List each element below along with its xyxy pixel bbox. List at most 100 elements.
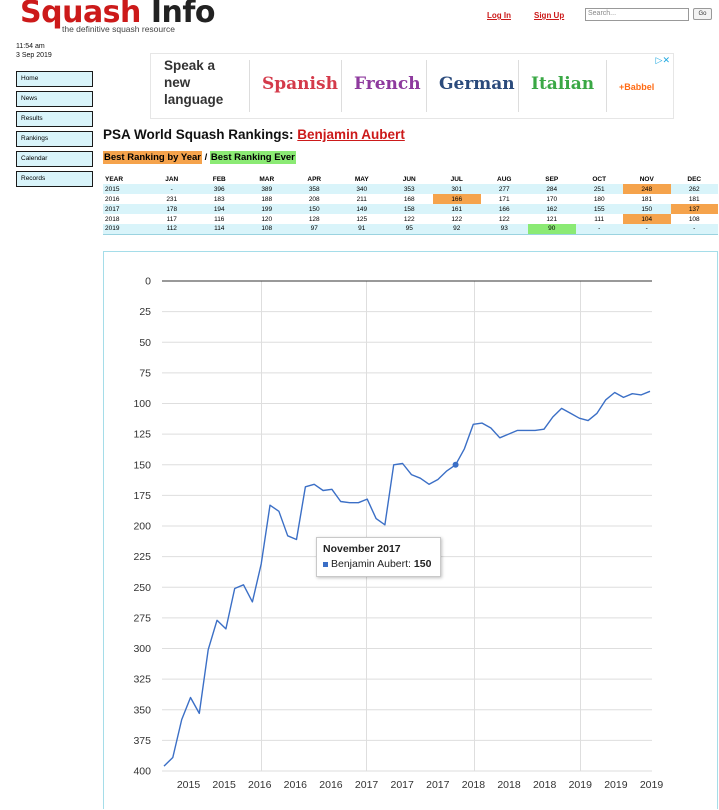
- table-cell-rank: 150: [623, 204, 671, 214]
- table-cell-rank: 91: [338, 224, 386, 235]
- y-tick-label: 100: [133, 398, 151, 410]
- table-header-nov: NOV: [639, 175, 654, 183]
- player-link[interactable]: Benjamin Aubert: [297, 127, 405, 142]
- table-row: 2015-396 389 358 340 353 301 277 284 251 248 262: [103, 184, 718, 194]
- table-cell-rank: 284: [528, 184, 576, 194]
- y-tick-label: 125: [133, 429, 151, 441]
- clock-time: 11:54 am: [16, 43, 45, 50]
- table-header-may: MAY: [354, 175, 369, 183]
- table-cell-rank: 199: [243, 204, 291, 214]
- tooltip-value: 150: [413, 558, 432, 570]
- table-cell-rank: 161: [433, 204, 481, 214]
- table-header-dec: DEC: [687, 175, 702, 183]
- sidebar-item-results[interactable]: Results: [16, 111, 93, 127]
- table-cell-rank: 168: [403, 195, 415, 203]
- table-cell-rank: -: [575, 224, 623, 235]
- legend-separator: /: [204, 152, 208, 163]
- y-tick-label: 250: [133, 582, 151, 594]
- table-cell-rank: 389: [243, 184, 291, 194]
- table-cell-rank: 396: [195, 184, 243, 194]
- tooltip-row: Benjamin Aubert: 150: [323, 558, 431, 570]
- go-button[interactable]: Go: [693, 8, 712, 20]
- table-cell-rank: 358: [290, 184, 338, 194]
- login-link[interactable]: Log In: [487, 11, 511, 20]
- table-cell-rank: 251: [575, 184, 623, 194]
- x-tick-label: 2017: [391, 779, 415, 791]
- x-tick-label: 2019: [569, 779, 593, 791]
- page-title: PSA World Squash Rankings: Benjamin Aube…: [103, 127, 405, 142]
- table-cell-rank: 93: [480, 224, 528, 235]
- table-cell-rank: 301: [433, 184, 481, 194]
- ranking-legend: Best Ranking by Year / Best Ranking Ever: [103, 151, 296, 164]
- ranking-line-chart: 0 25 50 75 100 125 150 175 200 225 250 275 300 325 350…: [133, 276, 663, 792]
- sidebar-item-calendar[interactable]: Calendar: [16, 151, 93, 167]
- sidebar-item-rankings[interactable]: Rankings: [16, 131, 93, 147]
- table-cell-rank: 166: [480, 204, 528, 214]
- search-input[interactable]: Search...: [585, 8, 689, 21]
- ad-divider: [426, 60, 427, 112]
- table-cell-rank: 122: [451, 215, 463, 223]
- table-cell-year: 2017: [103, 204, 148, 214]
- table-cell-year: 2016: [105, 195, 120, 203]
- y-tick-label: 400: [133, 766, 151, 778]
- x-tick-label: 2017: [426, 779, 450, 791]
- table-cell-rank: -: [623, 224, 671, 235]
- table-cell-rank: 117: [166, 215, 177, 223]
- highlighted-data-point[interactable]: [452, 461, 459, 468]
- tooltip-title: November 2017: [323, 543, 401, 555]
- y-tick-label: 150: [133, 459, 151, 471]
- sidebar-item-home[interactable]: Home: [16, 71, 93, 87]
- ad-language-spanish: Spanish: [262, 74, 338, 94]
- table-cell-rank: 262: [670, 184, 718, 194]
- y-tick-label: 225: [133, 551, 151, 563]
- y-tick-label: 75: [139, 367, 151, 379]
- y-tick-label: 375: [133, 735, 151, 747]
- site-logo[interactable]: Squash Info the definitive squash resour…: [20, 0, 216, 34]
- ad-divider: [249, 60, 250, 112]
- table-header-row: YEAR JAN FEB MAR APR MAY JUN JUL AUG SEP OCT NOV DEC: [103, 174, 718, 184]
- signup-link[interactable]: Sign Up: [534, 11, 565, 20]
- y-tick-label: 50: [139, 337, 151, 349]
- table-cell-rank: 181: [688, 195, 700, 203]
- series-line-benjamin-aubert: [163, 390, 651, 767]
- table-cell-rank: 114: [195, 224, 243, 235]
- clock-date: 3 Sep 2019: [16, 52, 52, 59]
- y-tick-label: 200: [133, 521, 151, 533]
- table-header-apr: APR: [307, 175, 322, 183]
- logo-tagline: the definitive squash resource: [62, 24, 175, 34]
- table-cell-rank: 180: [593, 195, 605, 203]
- x-tick-label: 2019: [604, 779, 628, 791]
- table-cell-rank: -: [670, 224, 718, 235]
- ad-brand-logo: +Babbel: [619, 82, 655, 92]
- ad-banner[interactable]: Speak a new language Spanish French Germ…: [150, 53, 674, 119]
- table-header-jun: JUN: [402, 175, 416, 183]
- table-cell-rank: -: [148, 184, 196, 194]
- table-header-feb: FEB: [212, 175, 226, 183]
- x-tick-label: 2016: [319, 779, 343, 791]
- sidebar-item-news[interactable]: News: [16, 91, 93, 107]
- y-tick-label: 275: [133, 612, 151, 624]
- table-cell-rank: 112: [148, 224, 196, 235]
- ad-divider: [518, 60, 519, 112]
- table-cell-rank: 137: [670, 204, 718, 214]
- table-cell-rank: 122: [498, 215, 510, 223]
- table-cell-rank: 188: [261, 195, 273, 203]
- clock: 11:54 am 3 Sep 2019: [16, 42, 52, 60]
- table-cell-rank: 353: [385, 184, 433, 194]
- table-row: 2018 117 116 120 128 125 122 122 122 121 111 104 108: [103, 214, 718, 224]
- y-tick-label: 0: [145, 276, 151, 288]
- table-cell-rank: 162: [528, 204, 576, 214]
- sidebar-item-records[interactable]: Records: [16, 171, 93, 187]
- table-row: 2017 178 194 199 150 149 158 161 166 162 155 150 137: [103, 204, 718, 214]
- x-tick-label: 2015: [177, 779, 201, 791]
- table-cell-rank: 171: [498, 195, 510, 203]
- x-tick-label: 2018: [462, 779, 486, 791]
- table-cell-rank: 155: [575, 204, 623, 214]
- ad-divider: [341, 60, 342, 112]
- ad-choices-icon[interactable]: ▷✕: [655, 55, 670, 65]
- table-cell-rank: 208: [308, 195, 320, 203]
- table-cell-rank: 122: [403, 215, 415, 223]
- table-row: 2019 112 114 108 97 91 95 92 93 90- - -: [103, 224, 718, 235]
- legend-best-by-year: Best Ranking by Year: [103, 151, 202, 164]
- x-tick-label: 2018: [497, 779, 521, 791]
